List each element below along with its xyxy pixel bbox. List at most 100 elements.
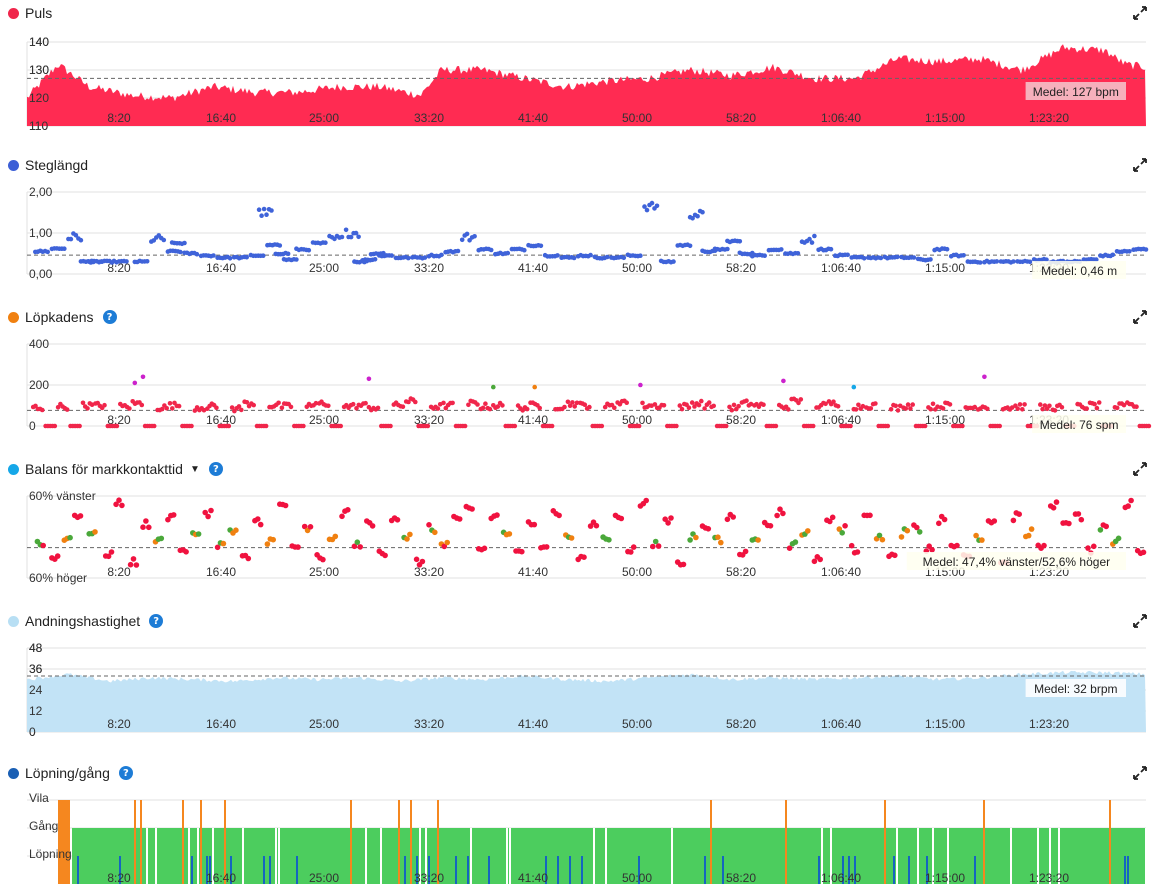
expand-icon[interactable] <box>1133 158 1147 172</box>
help-icon[interactable]: ? <box>208 462 223 476</box>
balance-point <box>220 540 227 547</box>
help-icon[interactable]: ? <box>149 614 164 628</box>
cadence-point <box>435 406 441 411</box>
andning-area <box>27 670 1146 732</box>
y-tick-label: 0 <box>29 725 36 739</box>
cadence-point <box>102 402 107 408</box>
x-tick-label: 1:23:20 <box>1029 111 1069 125</box>
balance-point <box>936 520 942 527</box>
help-icon[interactable]: ? <box>118 766 133 780</box>
help-icon[interactable]: ? <box>102 310 117 324</box>
gap-stripe <box>1037 828 1039 884</box>
y-tick-label: 400 <box>29 337 49 351</box>
lopning-stripe <box>704 856 706 884</box>
cadence-point <box>226 423 232 429</box>
balance-point <box>817 556 823 563</box>
balance-point <box>531 521 538 528</box>
vila-stripe <box>410 800 412 884</box>
gap-stripe <box>509 828 511 884</box>
balance-point <box>183 549 189 555</box>
gap-stripe <box>932 828 934 884</box>
andning-panel: Andningshastighet ? 48 36 24 12 0 8:20 16:40 25… <box>0 610 1159 740</box>
x-tick-label: 1:15:00 <box>925 413 965 427</box>
dropdown-caret-icon[interactable]: ▼ <box>189 463 200 475</box>
cadence-point <box>80 400 86 406</box>
x-tick-label: 50:00 <box>622 111 652 125</box>
balance-point <box>628 549 634 555</box>
x-tick-label: 8:20 <box>107 717 131 731</box>
balance-point <box>1128 497 1134 504</box>
cadence-point <box>1047 403 1052 409</box>
lopning-title: Löpning/gång <box>25 765 110 781</box>
balance-point <box>842 523 848 529</box>
cadence-point <box>1022 402 1027 407</box>
cadence-point <box>1092 401 1097 407</box>
balance-point <box>774 512 780 519</box>
steglangd-point <box>124 259 129 264</box>
cadence-point <box>462 423 468 429</box>
cadence-point <box>582 402 588 407</box>
y-tick-label: 140 <box>29 35 49 49</box>
steglangd-point <box>1110 252 1116 258</box>
gap-stripe <box>365 828 367 884</box>
x-tick-label: 25:00 <box>309 261 339 275</box>
x-tick-label: 41:40 <box>518 717 548 731</box>
cadence-point <box>786 407 791 412</box>
cadence-point <box>406 399 411 405</box>
steglangd-title: Steglängd <box>25 157 89 173</box>
expand-icon[interactable] <box>1133 766 1147 780</box>
balance-point <box>54 553 61 559</box>
cadence-point <box>164 406 169 411</box>
balance-point <box>214 544 221 551</box>
cadence-point <box>214 405 219 411</box>
balance-point <box>351 543 358 550</box>
lopning-stripe <box>263 856 265 884</box>
y-tick-label: 12 <box>29 704 43 718</box>
steglangd-point <box>725 246 730 252</box>
balance-point <box>777 506 783 512</box>
gap-stripe <box>1145 828 1147 884</box>
balance-point <box>481 545 488 552</box>
expand-icon[interactable] <box>1133 614 1147 628</box>
cadence-point <box>922 423 928 429</box>
x-tick-label: 1:15:00 <box>925 111 965 125</box>
steglangd-point <box>994 259 1000 264</box>
expand-icon[interactable] <box>1133 310 1147 324</box>
x-tick-label: 1:06:40 <box>821 111 861 125</box>
gap-stripe <box>1049 828 1051 884</box>
cadence-point <box>40 407 45 413</box>
cadence-point <box>1059 405 1065 410</box>
expand-icon[interactable] <box>1133 6 1147 20</box>
balance-point <box>264 541 271 547</box>
balance-point <box>811 558 818 565</box>
steglangd-point <box>73 233 79 238</box>
balance-point <box>195 531 202 537</box>
steglangd-point <box>895 254 900 260</box>
lopning-panel: Löpning/gång ? Vila Gång Löpning 8:20 16:40 2… <box>0 762 1159 896</box>
cadence-point <box>612 405 617 411</box>
cadence-point <box>699 398 704 404</box>
steglangd-point <box>45 249 50 255</box>
balance-point <box>668 515 674 521</box>
balance-point <box>140 524 146 530</box>
cadence-outlier-point <box>140 374 146 380</box>
cadence-point <box>354 406 359 411</box>
cadence-point <box>1146 423 1152 429</box>
balance-point <box>92 529 98 535</box>
cadence-point <box>574 400 580 406</box>
cadence-outlier-point <box>366 376 372 382</box>
cadence-point <box>599 423 605 429</box>
cadence-point <box>895 408 901 413</box>
balance-point <box>898 534 905 540</box>
cadence-point <box>1096 400 1102 405</box>
cadence-point <box>636 423 642 429</box>
cadence-point <box>572 404 577 409</box>
steglangd-point <box>522 247 527 253</box>
steglangd-point <box>505 250 511 256</box>
expand-icon[interactable] <box>1133 462 1147 476</box>
gap-stripe <box>242 828 244 884</box>
vila-stripe <box>398 800 400 884</box>
steglangd-point <box>621 255 627 261</box>
lopning-stripe <box>206 856 208 884</box>
cadence-point <box>1040 406 1045 412</box>
